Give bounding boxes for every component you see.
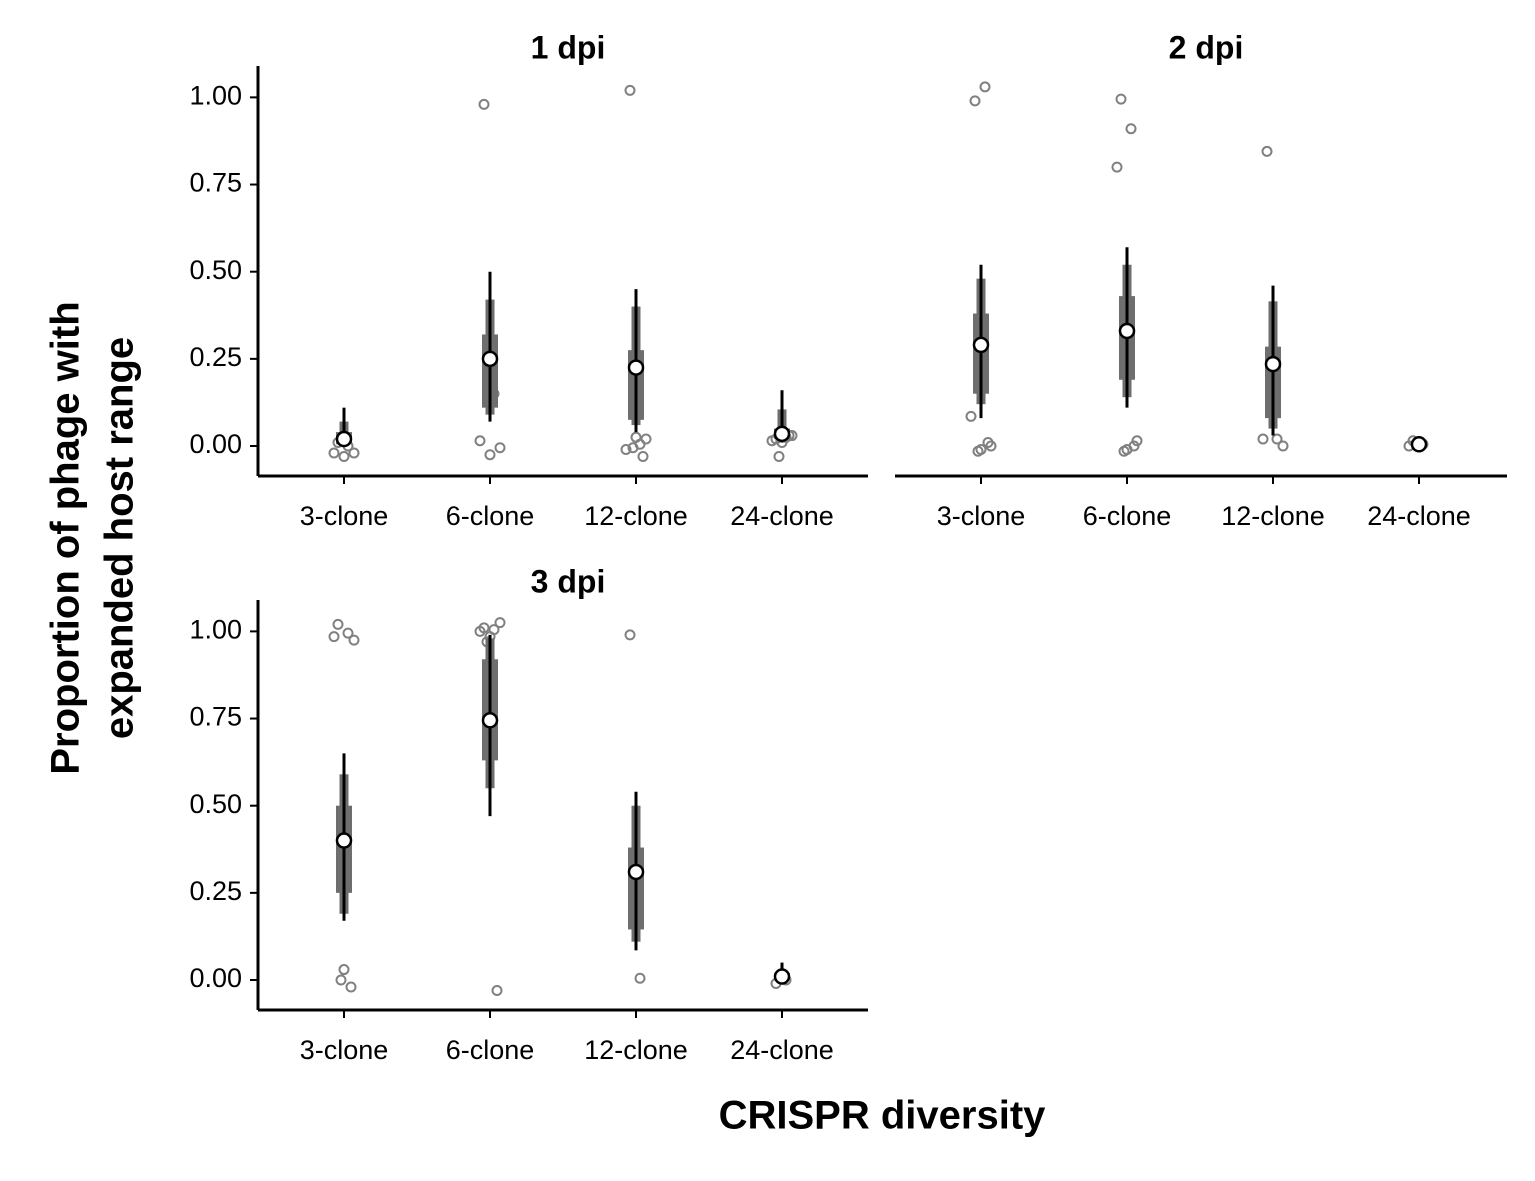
y-tick-label: 0.50 (189, 789, 242, 819)
raw-point (1261, 145, 1273, 157)
raw-point (620, 444, 632, 456)
estimate-point (627, 359, 645, 376)
x-tick-label: 12-clone (1221, 501, 1325, 531)
raw-point (1125, 123, 1137, 135)
y-tick-label: 0.75 (189, 168, 242, 198)
raw-point (342, 627, 354, 639)
raw-point (1257, 433, 1269, 445)
raw-point (640, 433, 652, 445)
raw-point (1271, 433, 1283, 445)
x-tick-label: 3-clone (937, 501, 1026, 531)
raw-point (484, 449, 496, 461)
estimate-point (773, 968, 791, 985)
y-tick-label: 0.75 (189, 702, 242, 732)
x-tick-label: 3-clone (300, 501, 389, 531)
raw-point (494, 617, 506, 629)
x-tick-label: 12-clone (584, 501, 688, 531)
raw-point (982, 437, 994, 449)
estimate-point (1118, 322, 1136, 340)
raw-point (1128, 440, 1140, 452)
x-tick-label: 6-clone (1083, 501, 1172, 531)
raw-point (624, 84, 636, 96)
raw-point (624, 629, 636, 641)
raw-point (494, 442, 506, 454)
raw-point (345, 981, 357, 993)
raw-point (335, 974, 347, 986)
raw-point (474, 435, 486, 447)
x-tick-label: 3-clone (300, 1035, 389, 1065)
raw-point (1118, 445, 1130, 457)
raw-point (348, 447, 360, 459)
raw-point (630, 431, 642, 443)
y-axis-title: expanded host range (98, 337, 142, 739)
y-axis-title: Proportion of phage with (44, 301, 88, 774)
raw-point (474, 625, 486, 637)
raw-point (348, 634, 360, 646)
x-tick-label: 12-clone (584, 1035, 688, 1065)
x-tick-label: 24-clone (730, 1035, 834, 1065)
y-tick-label: 0.25 (189, 342, 242, 372)
raw-point (478, 98, 490, 110)
raw-point (965, 410, 977, 422)
panel-title: 1 dpi (531, 29, 606, 65)
raw-point (491, 984, 503, 996)
raw-point (338, 450, 350, 462)
raw-point (773, 450, 785, 462)
raw-point (328, 447, 340, 459)
raw-point (332, 618, 344, 630)
raw-point (1277, 440, 1289, 452)
estimate-point (481, 350, 499, 368)
raw-point (969, 95, 981, 107)
estimate-point (773, 425, 791, 443)
estimate-point (481, 712, 499, 729)
x-tick-label: 24-clone (1367, 501, 1471, 531)
raw-point (328, 631, 340, 643)
estimate-point (335, 832, 353, 849)
y-tick-label: 1.00 (189, 615, 242, 645)
raw-point (979, 81, 991, 93)
raw-point (972, 445, 984, 457)
estimate-point (1410, 436, 1428, 453)
x-axis-title: CRISPR diversity (719, 1094, 1047, 1138)
y-tick-label: 0.50 (189, 255, 242, 285)
y-tick-label: 0.00 (189, 963, 242, 993)
panel-title: 2 dpi (1169, 29, 1244, 65)
raw-point (627, 442, 639, 454)
estimate-point (627, 863, 645, 881)
y-tick-label: 0.25 (189, 876, 242, 906)
panel-title: 3 dpi (531, 563, 606, 599)
raw-point (338, 964, 350, 976)
estimate-point (1264, 355, 1282, 373)
raw-point (766, 435, 778, 447)
estimate-point (335, 430, 353, 448)
x-tick-label: 24-clone (730, 501, 834, 531)
x-tick-label: 6-clone (446, 1035, 535, 1065)
raw-point (1115, 93, 1127, 105)
raw-point (634, 972, 646, 984)
raw-point (1111, 161, 1123, 173)
x-tick-label: 6-clone (446, 501, 535, 531)
y-tick-label: 1.00 (189, 81, 242, 111)
raw-point (637, 450, 649, 462)
estimate-point (972, 336, 990, 354)
y-tick-label: 0.00 (189, 429, 242, 459)
